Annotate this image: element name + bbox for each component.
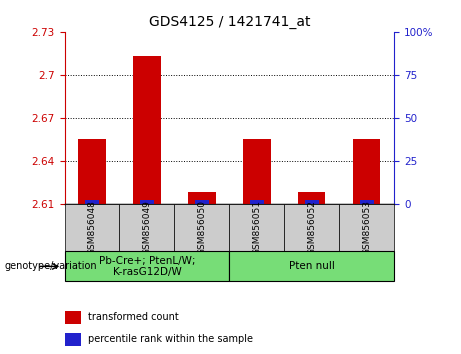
Title: GDS4125 / 1421741_at: GDS4125 / 1421741_at [148,16,310,29]
Bar [65,333,81,346]
Bar [188,192,216,204]
Bar [133,56,161,204]
Bar [65,311,81,324]
Bar [174,204,229,251]
Text: Pb-Cre+; PtenL/W;
K-rasG12D/W: Pb-Cre+; PtenL/W; K-rasG12D/W [99,256,195,277]
Bar [360,200,373,204]
Bar [243,139,271,204]
Bar [65,204,119,251]
Text: GSM856051: GSM856051 [252,200,261,255]
Text: GSM856053: GSM856053 [362,200,371,255]
Bar [229,204,284,251]
Bar [195,200,209,204]
Bar [78,139,106,204]
Bar [353,139,380,204]
Text: GSM856052: GSM856052 [307,200,316,255]
Text: transformed count: transformed count [88,312,178,322]
Text: Pten null: Pten null [289,261,335,272]
Bar [284,204,339,251]
Bar [85,200,99,204]
Bar [65,251,229,281]
Text: GSM856048: GSM856048 [88,200,96,255]
Bar [229,251,394,281]
Text: GSM856050: GSM856050 [197,200,207,255]
Bar [298,192,325,204]
Text: genotype/variation: genotype/variation [5,261,97,272]
Bar [140,200,154,204]
Bar [119,204,174,251]
Bar [305,200,319,204]
Text: GSM856049: GSM856049 [142,200,152,255]
Bar [250,200,264,204]
Bar [339,204,394,251]
Text: percentile rank within the sample: percentile rank within the sample [88,335,253,344]
